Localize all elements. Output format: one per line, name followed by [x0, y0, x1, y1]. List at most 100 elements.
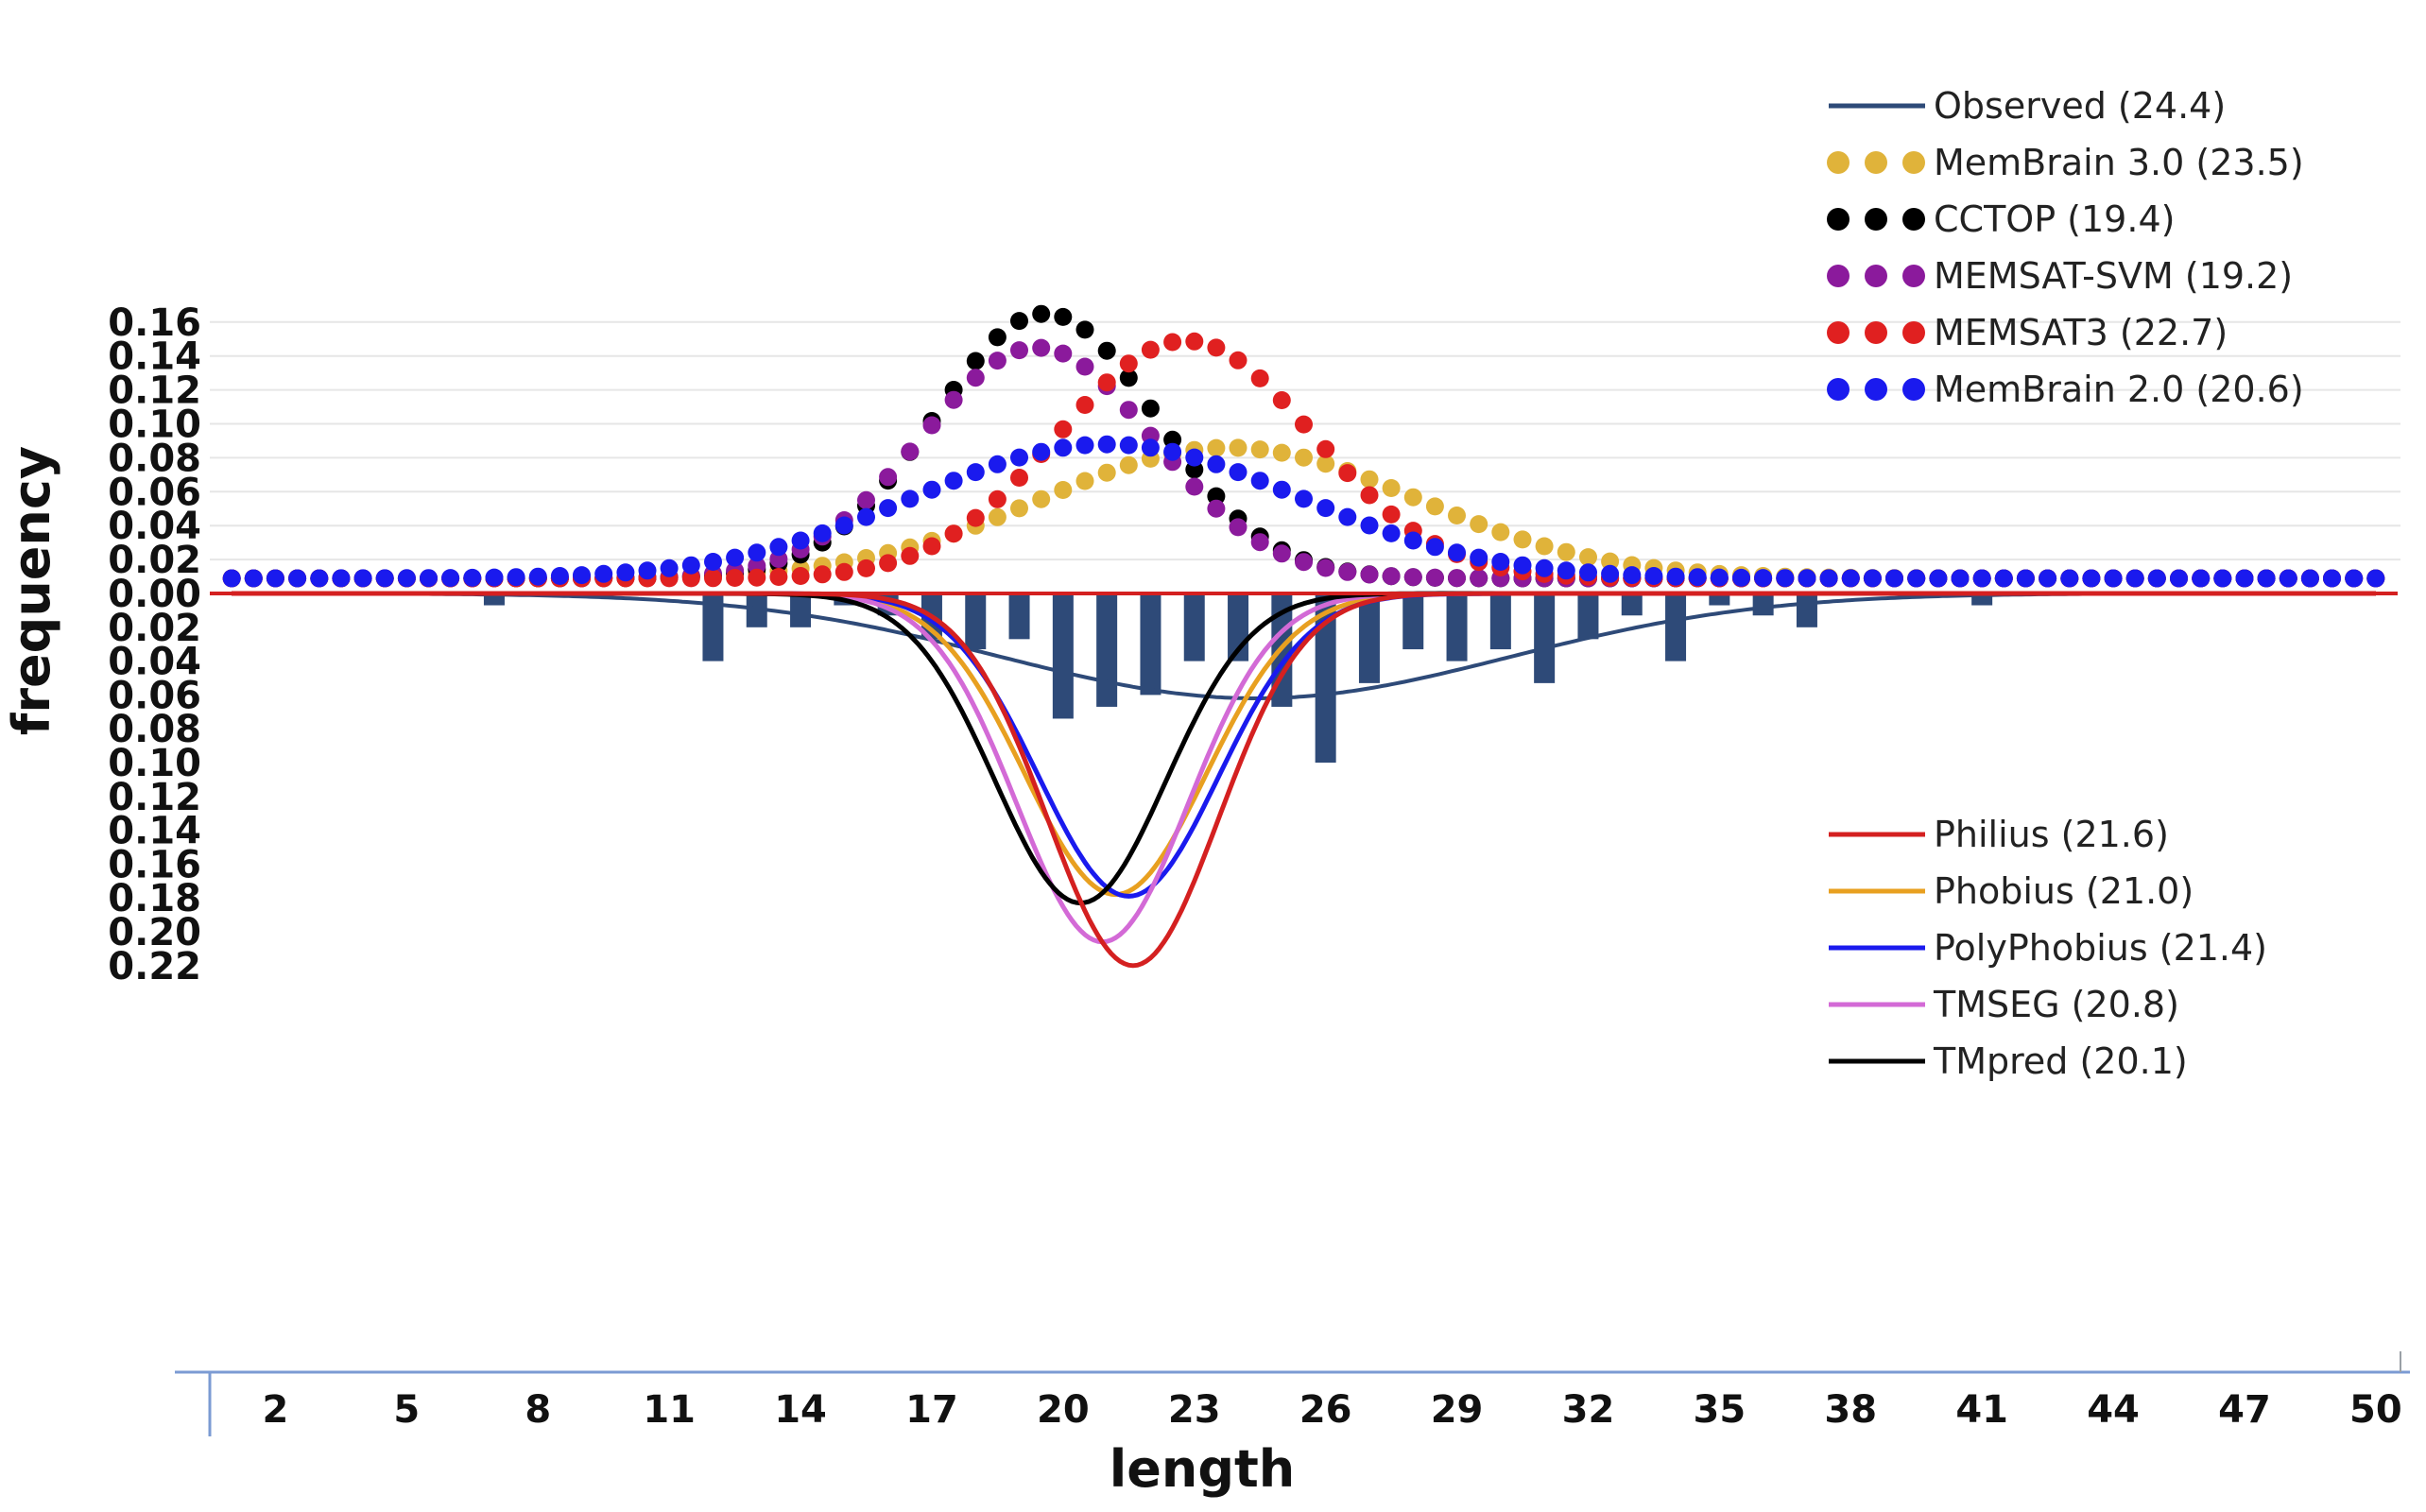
- data-point: [681, 556, 700, 575]
- tick-labels: 0.000.020.040.060.080.100.120.140.160.02…: [108, 301, 2401, 1432]
- data-point: [966, 463, 985, 482]
- y-tick-label-lower: 0.22: [108, 945, 201, 988]
- observed-bar: [1052, 593, 1074, 719]
- data-point: [310, 569, 329, 588]
- data-point: [1470, 569, 1488, 588]
- data-point: [1491, 523, 1510, 541]
- data-point: [1010, 341, 1028, 360]
- data-point: [944, 390, 963, 409]
- legend-label: Observed (24.4): [1934, 85, 2226, 127]
- data-point: [1250, 440, 1269, 459]
- data-point: [988, 507, 1007, 526]
- y-tick-label-lower: 0.06: [108, 674, 201, 717]
- axes: [175, 592, 2410, 1436]
- legend-label: PolyPhobius (21.4): [1934, 927, 2267, 969]
- y-tick-label-upper: 0.10: [108, 404, 201, 447]
- data-point: [2366, 569, 2385, 588]
- data-point: [2257, 569, 2276, 588]
- y-tick-label-upper: 0.02: [108, 539, 201, 582]
- data-point: [1141, 399, 1160, 418]
- data-point: [1425, 568, 1444, 587]
- data-point: [2082, 569, 2101, 588]
- data-point: [922, 416, 941, 435]
- observed-bar: [1315, 593, 1336, 763]
- legend-dot-marker: [1865, 151, 1887, 174]
- data-point: [1513, 530, 1532, 549]
- data-point: [1316, 455, 1335, 473]
- data-point: [375, 569, 394, 588]
- legend-dot-marker: [1902, 321, 1925, 344]
- legend-dot-marker: [1902, 208, 1925, 231]
- data-point: [1994, 569, 2013, 588]
- data-point: [353, 569, 372, 588]
- observed-bar: [1577, 593, 1599, 640]
- data-point: [791, 567, 810, 585]
- legend-lower: Philius (21.6) Phobius (21.0) PolyPhobius …: [1829, 814, 2267, 1082]
- data-point: [1054, 438, 1073, 457]
- legend-dot-marker: [1865, 321, 1887, 344]
- legend-label: MemBrain 2.0 (20.6): [1934, 369, 2304, 410]
- data-point: [1907, 569, 1926, 588]
- data-point: [1382, 567, 1401, 586]
- y-tick-label-lower: 0.16: [108, 843, 201, 886]
- data-point: [1360, 486, 1379, 505]
- legend-label: MEMSAT-SVM (19.2): [1934, 255, 2293, 297]
- data-point: [1185, 332, 1204, 351]
- data-point: [1272, 391, 1291, 409]
- data-point: [573, 566, 591, 585]
- observed-bar: [1621, 593, 1643, 616]
- data-point: [1470, 548, 1488, 567]
- data-point: [1579, 548, 1597, 567]
- data-point: [1776, 569, 1795, 588]
- data-point: [507, 568, 525, 587]
- data-point: [1119, 401, 1138, 420]
- x-tick-label: 11: [643, 1388, 696, 1432]
- data-point: [1425, 538, 1444, 557]
- data-point: [1448, 543, 1466, 562]
- data-point: [1295, 448, 1313, 467]
- data-point: [1272, 544, 1291, 563]
- data-point: [2170, 569, 2188, 588]
- data-point: [2300, 569, 2319, 588]
- observed-bar: [965, 593, 987, 650]
- observed-bar: [1140, 593, 1161, 696]
- x-tick-label: 38: [1824, 1388, 1877, 1432]
- y-tick-label-lower: 0.12: [108, 776, 201, 819]
- data-point: [1601, 564, 1620, 583]
- data-point: [1185, 477, 1204, 496]
- data-point: [1644, 567, 1663, 585]
- y-axis-title: frequency: [2, 446, 61, 735]
- data-point: [988, 455, 1007, 473]
- data-point: [1207, 455, 1226, 473]
- data-point: [748, 543, 766, 562]
- data-point: [813, 524, 832, 542]
- data-point: [813, 565, 832, 584]
- data-point: [1841, 569, 1860, 588]
- data-point: [1535, 558, 1554, 577]
- legend-dot-marker: [1827, 208, 1850, 231]
- data-point: [1819, 569, 1838, 588]
- data-point: [550, 567, 569, 585]
- x-tick-label: 26: [1299, 1388, 1352, 1432]
- legend-dot-marker: [1865, 265, 1887, 287]
- data-point: [2279, 569, 2297, 588]
- observed-bar: [1796, 593, 1817, 627]
- data-point: [1119, 369, 1138, 387]
- data-point: [2104, 569, 2123, 588]
- observed-bar: [1752, 593, 1774, 616]
- gridlines: [210, 320, 2400, 561]
- data-point: [857, 558, 875, 577]
- data-point: [1929, 569, 1948, 588]
- data-point: [1316, 558, 1335, 577]
- observed-bar: [1402, 593, 1424, 650]
- data-point: [1360, 470, 1379, 489]
- data-point: [1557, 561, 1575, 580]
- observed-bar: [1446, 593, 1468, 662]
- series-dots-membrain: [222, 435, 2385, 588]
- data-point: [1119, 455, 1138, 474]
- data-point: [528, 567, 547, 586]
- data-point: [1250, 533, 1269, 552]
- data-point: [1403, 488, 1422, 507]
- observed-bars: [483, 593, 1993, 763]
- observed-bar: [790, 593, 812, 627]
